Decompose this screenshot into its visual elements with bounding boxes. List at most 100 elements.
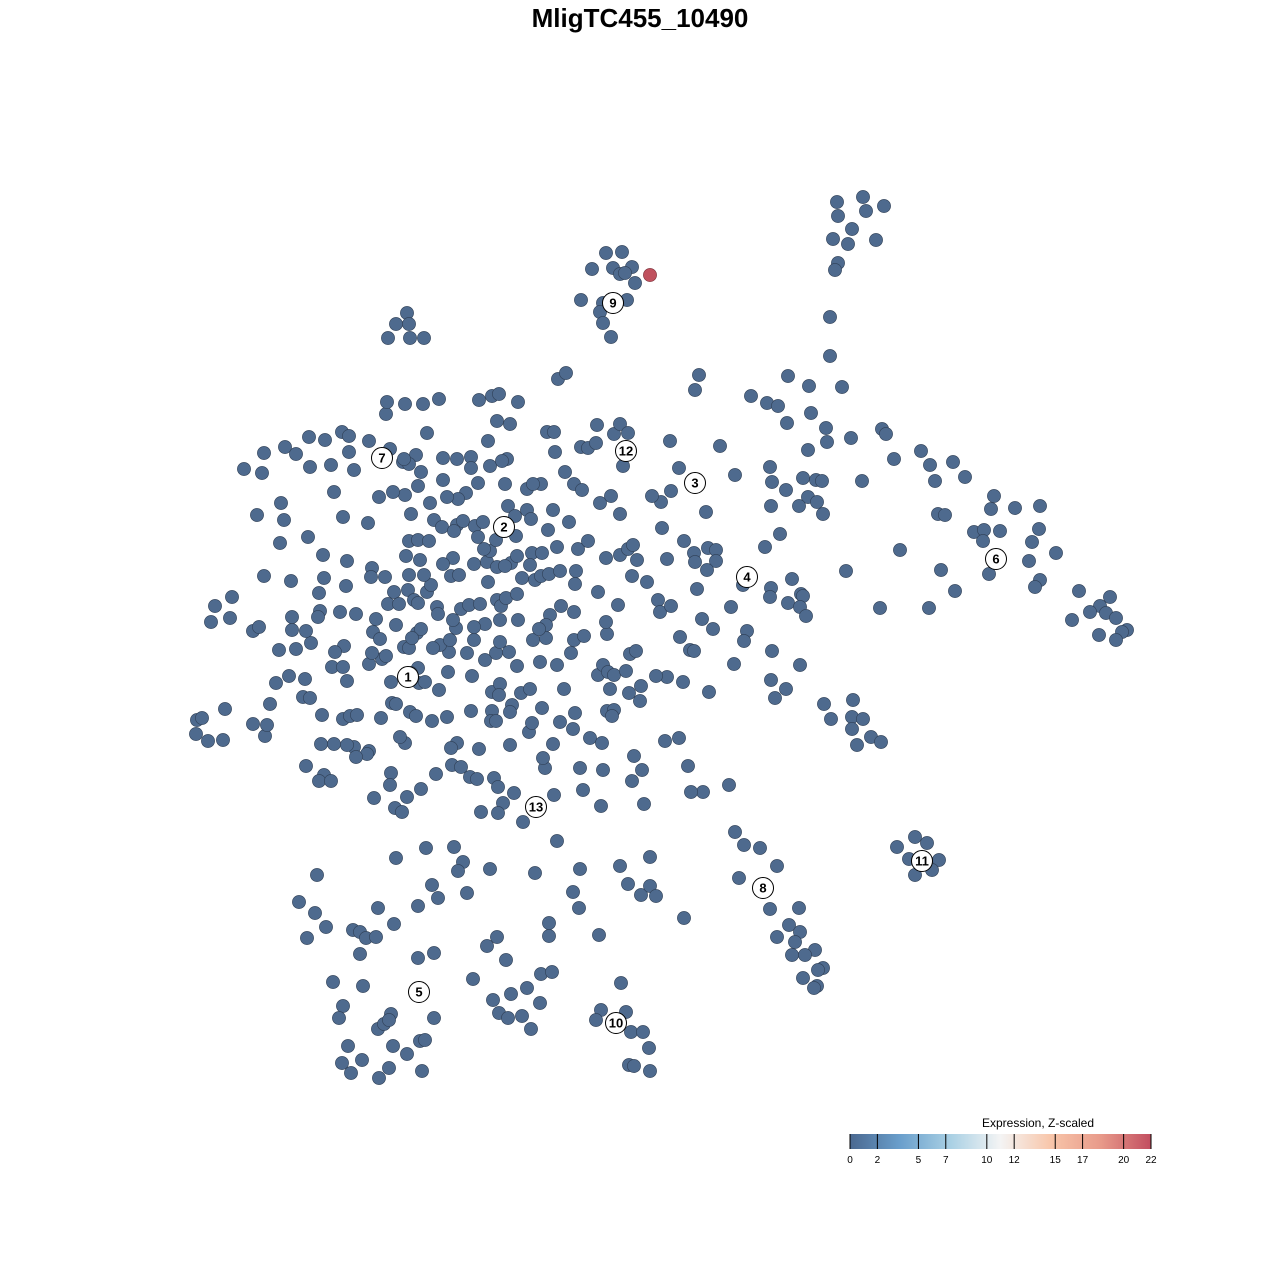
data-point — [553, 564, 567, 578]
data-point — [324, 774, 338, 788]
data-point — [515, 571, 529, 585]
data-point — [546, 503, 560, 517]
data-point — [426, 641, 440, 655]
data-point — [550, 658, 564, 672]
data-point — [208, 599, 222, 613]
data-point — [335, 1056, 349, 1070]
cluster-label-text: 3 — [691, 476, 698, 491]
data-point — [472, 742, 486, 756]
data-point — [429, 767, 443, 781]
cluster-label: 6 — [985, 548, 1007, 570]
data-point — [637, 797, 651, 811]
data-point — [589, 1013, 603, 1027]
data-point — [593, 496, 607, 510]
data-point — [773, 527, 787, 541]
data-point — [946, 455, 960, 469]
data-point — [328, 645, 342, 659]
data-point — [877, 199, 891, 213]
data-point — [558, 465, 572, 479]
data-point — [574, 293, 588, 307]
data-point — [467, 557, 481, 571]
data-point — [317, 571, 331, 585]
data-point — [993, 524, 1007, 538]
data-point — [850, 738, 864, 752]
data-point — [419, 841, 433, 855]
data-point — [403, 331, 417, 345]
data-point — [771, 399, 785, 413]
data-point — [451, 864, 465, 878]
data-point — [372, 1071, 386, 1085]
data-point — [581, 534, 595, 548]
data-point — [590, 418, 604, 432]
data-point — [630, 553, 644, 567]
data-point — [492, 387, 506, 401]
data-point — [938, 508, 952, 522]
data-point — [398, 488, 412, 502]
data-point — [503, 705, 517, 719]
data-point — [664, 599, 678, 613]
data-point — [702, 685, 716, 699]
data-point — [387, 585, 401, 599]
data-point — [1049, 546, 1063, 560]
data-point — [613, 417, 627, 431]
color-legend: Expression, Z-scaled 0 2 5 7 10 12 15 17 20 22 — [847, 1116, 1157, 1166]
data-point — [415, 1064, 429, 1078]
data-point — [257, 446, 271, 460]
data-point — [536, 751, 550, 765]
cluster-label-text: 1 — [404, 670, 411, 685]
cluster-label: 11 — [911, 850, 933, 872]
data-point — [550, 540, 564, 554]
data-point — [566, 885, 580, 899]
data-point — [859, 204, 873, 218]
data-point — [591, 585, 605, 599]
data-point — [948, 584, 962, 598]
data-point — [502, 645, 516, 659]
data-point — [308, 906, 322, 920]
cluster-label: 13 — [525, 796, 547, 818]
data-point — [523, 558, 537, 572]
data-point — [525, 716, 539, 730]
data-point — [684, 785, 698, 799]
data-point — [589, 436, 603, 450]
chart-title: MligTC455_10490 — [532, 3, 749, 33]
legend-tick-label: 5 — [916, 1155, 922, 1166]
data-point — [464, 461, 478, 475]
data-point — [535, 701, 549, 715]
legend-tick-label: 2 — [875, 1155, 881, 1166]
data-point — [374, 711, 388, 725]
data-point — [472, 393, 486, 407]
data-point — [427, 1011, 441, 1025]
data-point — [595, 736, 609, 750]
data-point — [550, 834, 564, 848]
data-point — [823, 349, 837, 363]
data-point — [477, 542, 491, 556]
data-point — [628, 276, 642, 290]
data-point — [1025, 535, 1039, 549]
data-point — [920, 836, 934, 850]
legend-ticks: 0 2 5 7 10 12 15 17 20 22 — [847, 1134, 1157, 1166]
data-point — [324, 458, 338, 472]
data-point — [411, 479, 425, 493]
data-point — [414, 465, 428, 479]
data-point — [300, 931, 314, 945]
data-point — [547, 425, 561, 439]
data-point — [489, 714, 503, 728]
data-point — [1103, 590, 1117, 604]
cluster-label-badge — [602, 292, 624, 314]
data-point — [389, 851, 403, 865]
data-point — [342, 429, 356, 443]
data-point — [491, 780, 505, 794]
data-point — [250, 508, 264, 522]
data-point — [371, 901, 385, 915]
data-point — [493, 613, 507, 627]
data-point — [332, 1011, 346, 1025]
data-point — [758, 540, 772, 554]
data-point — [481, 575, 495, 589]
data-point — [339, 579, 353, 593]
data-point — [417, 331, 431, 345]
data-point — [389, 697, 403, 711]
data-point — [381, 331, 395, 345]
data-point — [284, 574, 298, 588]
data-point — [501, 1011, 515, 1025]
